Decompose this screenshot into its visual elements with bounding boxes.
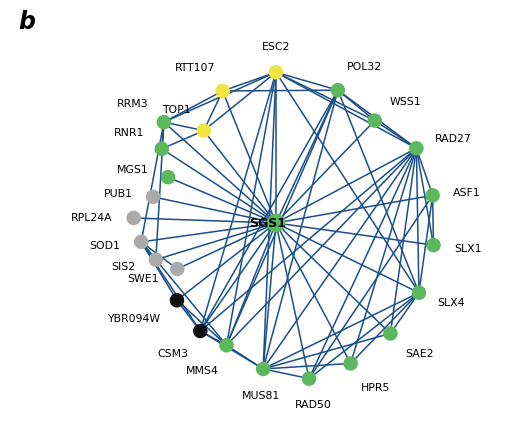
Point [370,118,378,125]
Point [428,193,436,199]
Text: RNR1: RNR1 [114,128,144,138]
Text: TOP1: TOP1 [162,105,190,115]
Point [411,146,419,153]
Point [222,342,230,349]
Text: POL32: POL32 [346,62,381,72]
Point [414,290,422,296]
Text: CSM3: CSM3 [157,348,188,358]
Point [159,119,167,126]
Text: MGS1: MGS1 [117,164,149,175]
Point [304,375,313,382]
Text: b: b [18,10,35,35]
Text: SOD1: SOD1 [90,240,120,250]
Text: YBR094W: YBR094W [107,314,160,323]
Text: SGS1: SGS1 [248,217,286,230]
Point [346,360,354,367]
Text: RPL24A: RPL24A [71,213,112,223]
Text: SIS2: SIS2 [111,261,135,271]
Point [152,257,160,264]
Point [259,366,267,372]
Point [157,146,165,153]
Text: RAD27: RAD27 [434,134,471,144]
Text: RRM3: RRM3 [117,99,148,109]
Point [163,174,172,181]
Text: RAD50: RAD50 [294,399,331,409]
Point [196,328,204,335]
Text: WSS1: WSS1 [388,96,420,106]
Text: ESC2: ESC2 [261,42,290,52]
Text: RTT107: RTT107 [174,63,214,72]
Text: PUB1: PUB1 [103,188,132,198]
Text: SLX1: SLX1 [454,243,481,253]
Text: ASF1: ASF1 [453,187,480,197]
Point [271,70,279,77]
Text: SLX4: SLX4 [437,297,464,307]
Point [333,87,341,94]
Point [129,215,137,222]
Point [218,88,226,95]
Point [429,242,437,249]
Point [200,128,208,135]
Point [173,266,181,273]
Point [385,330,393,337]
Point [173,297,181,304]
Text: MUS81: MUS81 [242,390,280,400]
Point [271,220,279,227]
Point [137,239,145,246]
Text: MMS4: MMS4 [185,365,218,375]
Text: HPR5: HPR5 [360,382,389,392]
Text: SAE2: SAE2 [405,348,433,358]
Text: SWE1: SWE1 [127,273,158,283]
Point [149,194,157,201]
